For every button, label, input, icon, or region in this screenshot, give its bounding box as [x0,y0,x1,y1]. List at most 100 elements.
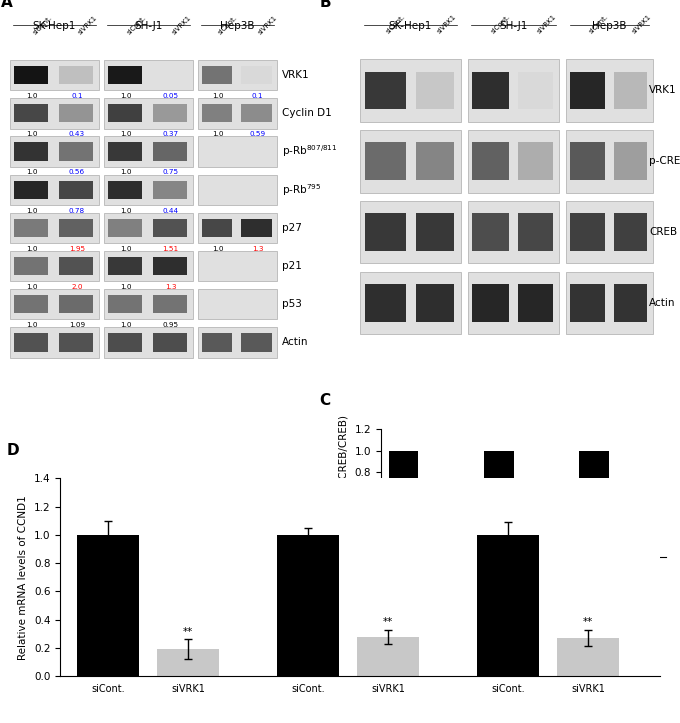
Bar [104,98,193,129]
Bar [415,213,454,251]
Bar [571,142,605,180]
Bar [59,66,93,85]
Text: 1.0: 1.0 [27,284,38,290]
Bar [10,328,99,358]
Bar [10,60,99,90]
Text: siVRK1: siVRK1 [77,14,98,36]
Text: 0.44: 0.44 [163,208,179,213]
Bar [198,289,277,320]
Text: p-CREB: p-CREB [649,156,680,166]
Text: 1.0: 1.0 [27,93,38,99]
Bar [153,219,187,237]
Text: 0.78: 0.78 [69,208,85,213]
Text: p-Rb$^{795}$: p-Rb$^{795}$ [282,181,322,197]
Text: CREB: CREB [649,227,677,237]
Bar [518,284,553,322]
Bar [360,272,461,334]
Bar [14,295,48,313]
Bar [365,72,405,109]
Text: A: A [1,0,12,10]
Bar [108,333,142,351]
Text: 1.0: 1.0 [120,131,132,137]
Text: p53: p53 [282,299,302,309]
Bar [198,328,277,358]
Text: 1.0: 1.0 [120,169,132,175]
Bar [566,59,653,121]
Text: SH-J1: SH-J1 [134,21,163,31]
Bar [365,213,405,251]
Bar [365,284,405,322]
Bar [108,181,142,199]
Bar [153,295,187,313]
Bar [108,66,142,85]
Bar [614,142,647,180]
Bar [153,181,187,199]
Bar [10,174,99,205]
Text: siCont.: siCont. [126,14,148,36]
Bar [518,72,553,109]
Bar [153,66,187,85]
Text: D: D [7,442,20,458]
Bar [472,142,509,180]
Bar [198,213,277,243]
Bar [198,60,277,90]
Text: SH-J1: SH-J1 [499,20,528,30]
Bar [518,142,553,180]
Text: SK-Hep1: SK-Hep1 [389,20,432,30]
Bar [104,137,193,167]
Text: siCont.: siCont. [218,14,239,36]
Text: 1.0: 1.0 [120,284,132,290]
Text: 0.75: 0.75 [163,169,179,175]
Text: 0.37: 0.37 [163,131,179,137]
Bar [365,142,405,180]
Bar [104,213,193,243]
Text: 1.09: 1.09 [69,322,85,328]
Bar [153,333,187,351]
Text: 0.43: 0.43 [69,131,85,137]
Bar [566,272,653,334]
Text: 1.0: 1.0 [211,131,223,137]
Bar [198,98,277,129]
Bar [104,328,193,358]
Bar [108,295,142,313]
Bar [360,130,461,192]
Bar [201,333,232,351]
Bar [10,98,99,129]
Text: 1.0: 1.0 [120,208,132,213]
Text: siVRK1: siVRK1 [537,14,558,35]
Text: siCont.: siCont. [386,14,407,35]
Bar [108,104,142,122]
Bar [10,137,99,167]
Bar [201,104,232,122]
Text: 1.51: 1.51 [163,246,179,252]
Text: 1.3: 1.3 [165,284,176,290]
Text: p-Rb$^{807/811}$: p-Rb$^{807/811}$ [282,144,337,160]
Bar [241,66,272,85]
Bar [415,284,454,322]
Text: B: B [320,0,331,10]
Text: siCont.: siCont. [490,14,512,35]
Text: 0.95: 0.95 [163,322,179,328]
Text: 1.0: 1.0 [211,93,223,99]
Text: 0.59: 0.59 [250,131,265,137]
Text: p21: p21 [282,261,302,271]
Bar [14,333,48,351]
Bar [201,219,232,237]
Text: Actin: Actin [649,298,676,308]
Bar [614,213,647,251]
Text: 0.1: 0.1 [71,93,82,99]
Bar [108,219,142,237]
Text: siVRK1: siVRK1 [631,14,652,35]
Text: p27: p27 [282,223,302,233]
Bar [14,181,48,199]
Bar [518,213,553,251]
Text: 1.0: 1.0 [27,246,38,252]
Text: 1.0: 1.0 [211,246,223,252]
Text: 2.0: 2.0 [71,284,82,290]
Text: siVRK1: siVRK1 [258,14,279,36]
Text: 1.0: 1.0 [120,246,132,252]
Text: siVRK1: siVRK1 [436,14,457,35]
Bar [360,59,461,121]
Text: Cyclin D1: Cyclin D1 [282,108,332,119]
Text: siVRK1: siVRK1 [171,14,192,36]
